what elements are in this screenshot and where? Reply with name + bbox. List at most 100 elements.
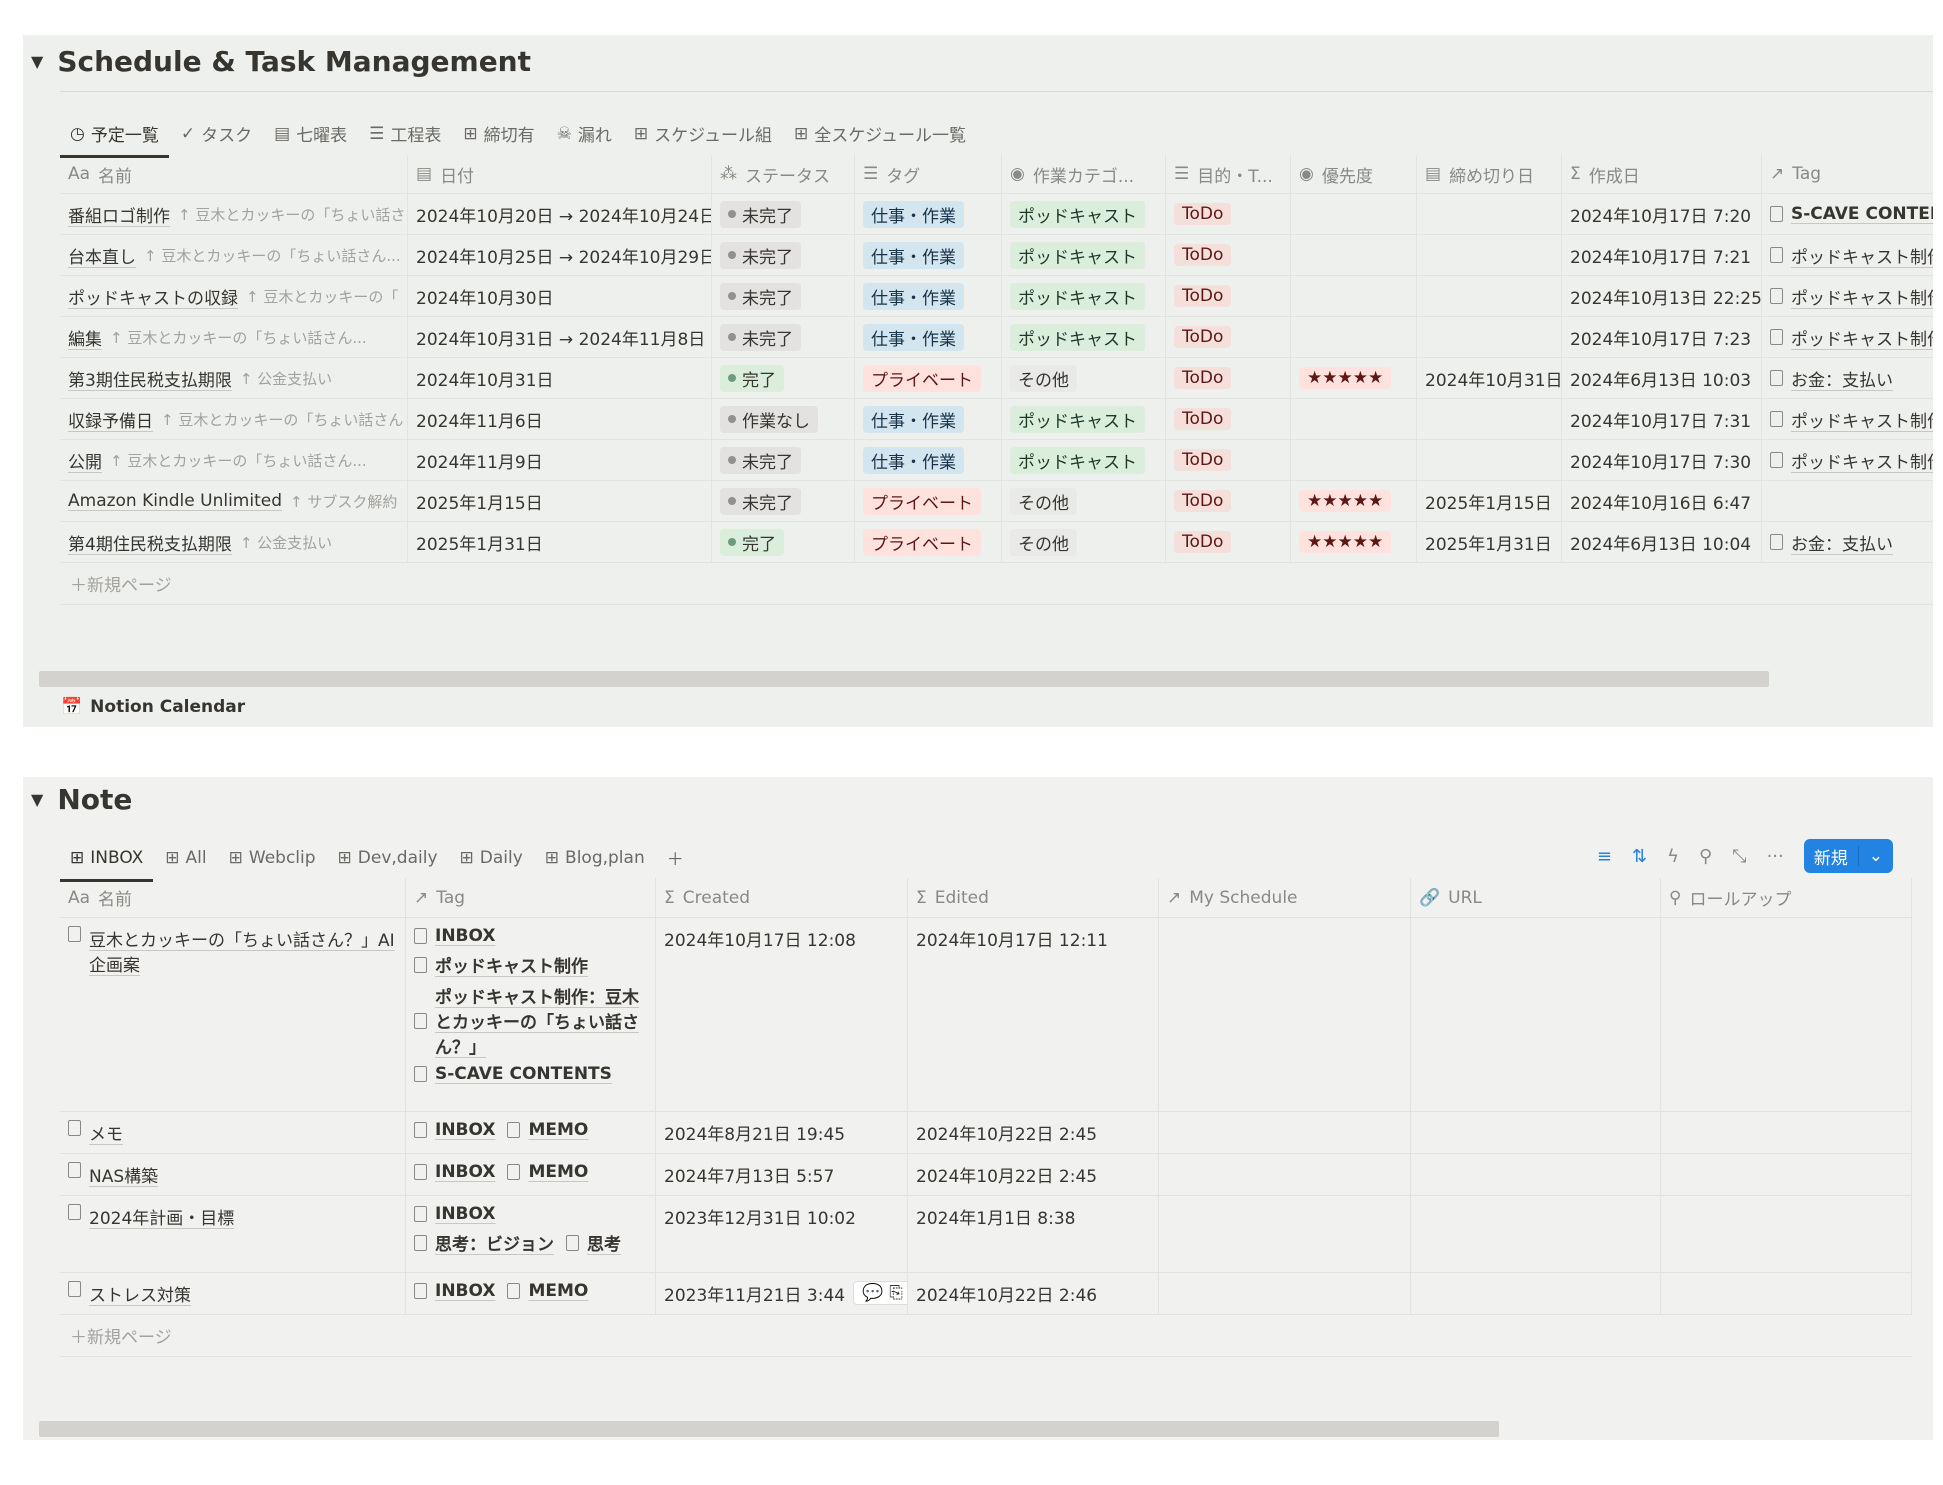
section-title[interactable]: ▼ Schedule & Task Management xyxy=(31,45,531,78)
status-badge[interactable]: 完了 xyxy=(720,364,784,392)
filter-icon[interactable]: ≡ xyxy=(1596,845,1613,867)
parent-item[interactable]: ↑ 豆木とカッキーの「ちょい話さん xyxy=(161,410,404,429)
purpose-badge[interactable]: ToDo xyxy=(1174,244,1232,266)
column-header[interactable]: ↗ Tag xyxy=(406,878,656,917)
automation-bolt-icon[interactable]: ϟ xyxy=(1667,845,1679,867)
category-badge[interactable]: ポッドキャスト xyxy=(1010,405,1145,433)
sort-icon[interactable]: ⇅ xyxy=(1632,845,1648,867)
column-header[interactable]: ⁂ ステータス xyxy=(712,155,855,193)
relation-link[interactable]: ポッドキャスト制作 xyxy=(1791,288,1933,309)
table-row[interactable]: ポッドキャストの収録 ↑ 豆木とカッキーの「 2024年10月30日 未完了 仕事・作業… xyxy=(60,276,1933,317)
section-title[interactable]: ▼ Note xyxy=(31,783,132,816)
search-icon[interactable]: ⚲ xyxy=(1698,845,1713,867)
relation-link[interactable]: お金：支払い xyxy=(1791,534,1893,555)
tab-Dev,daily[interactable]: ⊞ Dev,daily xyxy=(336,839,440,876)
column-header[interactable]: ▤ 締め切り日 xyxy=(1417,155,1562,193)
column-header[interactable]: ☰ 目的・T... xyxy=(1166,155,1291,193)
priority-stars[interactable]: ★★★★★ xyxy=(1299,531,1392,553)
table-row[interactable]: ストレス対策 INBOX MEMO 2023年11月21日 3:44 💬 ⎘ 2024年10… xyxy=(60,1273,1912,1315)
purpose-badge[interactable]: ToDo xyxy=(1174,203,1232,225)
new-page-button[interactable]: ＋ 新規ページ xyxy=(60,563,1933,605)
row-title[interactable]: NAS構築 xyxy=(89,1167,159,1187)
purpose-badge[interactable]: ToDo xyxy=(1174,367,1232,389)
table-row[interactable]: メモ INBOX MEMO 2024年8月21日 19:45 2024年10月22日 2… xyxy=(60,1112,1912,1154)
table-row[interactable]: 編集 ↑ 豆木とカッキーの「ちょい話さん... 2024年10月31日 → 2024… xyxy=(60,317,1933,358)
tab-Blog,plan[interactable]: ⊞ Blog,plan xyxy=(543,839,647,876)
tag-link[interactable]: MEMO xyxy=(507,1162,588,1182)
table-row[interactable]: Amazon Kindle Unlimited ↑ サブスク解約 2025年1月15… xyxy=(60,481,1933,522)
tag-link[interactable]: MEMO xyxy=(507,1120,588,1140)
column-header[interactable]: Aa 名前 xyxy=(60,155,408,193)
column-header[interactable]: Σ 作成日 xyxy=(1562,155,1762,193)
tab-Daily[interactable]: ⊞ Daily xyxy=(458,839,525,876)
column-header[interactable]: ◉ 優先度 xyxy=(1291,155,1417,193)
parent-item[interactable]: ↑ 豆木とカッキーの「ちょい話さ xyxy=(178,205,406,224)
relation-link[interactable]: S-CAVE CONTENTS xyxy=(1791,204,1933,224)
category-badge[interactable]: ポッドキャスト xyxy=(1010,200,1145,228)
priority-stars[interactable]: ★★★★★ xyxy=(1299,490,1392,512)
tag-link[interactable]: INBOX xyxy=(414,1120,495,1140)
tab-2[interactable]: ▤ 七曜表 xyxy=(272,115,349,152)
parent-item[interactable]: ↑ 豆木とカッキーの「ちょい話さん... xyxy=(110,451,367,470)
collapse-triangle-icon[interactable]: ▼ xyxy=(31,52,44,71)
tab-INBOX[interactable]: ⊞ INBOX xyxy=(59,839,154,882)
tag-badge[interactable]: 仕事・作業 xyxy=(863,323,964,351)
column-header[interactable]: Σ Edited xyxy=(908,878,1159,917)
tag-badge[interactable]: プライベート xyxy=(863,487,981,515)
category-badge[interactable]: ポッドキャスト xyxy=(1010,446,1145,474)
notion-calendar-link[interactable]: 📅 Notion Calendar xyxy=(61,697,245,717)
tag-link[interactable]: INBOX xyxy=(414,1281,495,1301)
new-button-label[interactable]: 新規 xyxy=(1813,848,1848,869)
status-badge[interactable]: 未完了 xyxy=(720,241,801,269)
relation-link[interactable]: ポッドキャスト制作 xyxy=(1791,452,1933,473)
column-header[interactable]: 🔗 URL xyxy=(1411,878,1661,917)
tab-3[interactable]: ☰ 工程表 xyxy=(367,115,443,152)
tab-Webclip[interactable]: ⊞ Webclip xyxy=(227,839,318,876)
row-title[interactable]: 第3期住民税支払期限 xyxy=(68,370,232,391)
category-badge[interactable]: その他 xyxy=(1010,528,1077,556)
tag-badge[interactable]: 仕事・作業 xyxy=(863,282,964,310)
row-title[interactable]: メモ xyxy=(89,1125,123,1145)
row-title[interactable]: 番組ロゴ制作 xyxy=(68,206,170,227)
tag-link[interactable]: INBOX xyxy=(414,926,495,946)
copy-icon[interactable]: ⎘ xyxy=(889,1283,903,1303)
chevron-down-icon[interactable]: ⌄ xyxy=(1857,846,1893,866)
tag-badge[interactable]: プライベート xyxy=(863,364,981,392)
more-icon[interactable]: ··· xyxy=(1766,845,1784,867)
purpose-badge[interactable]: ToDo xyxy=(1174,531,1232,553)
tag-badge[interactable]: 仕事・作業 xyxy=(863,241,964,269)
tab-7[interactable]: ⊞ 全スケジュール一覧 xyxy=(792,115,968,152)
table-row[interactable]: 2024年計画・目標 INBOX 思考：ビジョン 思考 2023年12月31日 10:0… xyxy=(60,1196,1912,1273)
tag-link[interactable]: 思考 xyxy=(566,1230,621,1255)
purpose-badge[interactable]: ToDo xyxy=(1174,449,1232,471)
tab-4[interactable]: ⊞ 締切有 xyxy=(461,115,536,152)
category-badge[interactable]: その他 xyxy=(1010,364,1077,392)
parent-item[interactable]: ↑ 公金支払い xyxy=(239,369,333,388)
row-title[interactable]: ポッドキャストの収録 xyxy=(68,288,238,309)
table-row[interactable]: 豆木とカッキーの「ちょい話さん？」AI企画案 INBOX ポッドキャスト制作 ポッドキ… xyxy=(60,918,1912,1112)
row-title[interactable]: 第4期住民税支払期限 xyxy=(68,534,232,555)
column-header[interactable]: ◉ 作業カテゴ... xyxy=(1002,155,1166,193)
status-badge[interactable]: 未完了 xyxy=(720,282,801,310)
new-page-button[interactable]: ＋ 新規ページ xyxy=(60,1315,1912,1357)
category-badge[interactable]: その他 xyxy=(1010,487,1077,515)
collapse-triangle-icon[interactable]: ▼ xyxy=(31,790,44,809)
row-title[interactable]: 2024年計画・目標 xyxy=(89,1209,235,1229)
status-badge[interactable]: 未完了 xyxy=(720,323,801,351)
tag-link[interactable]: S-CAVE CONTENTS xyxy=(414,1064,612,1084)
tab-1[interactable]: ✓ タスク xyxy=(179,115,254,152)
column-header[interactable]: ☰ タグ xyxy=(855,155,1002,193)
tag-link[interactable]: ポッドキャスト制作 xyxy=(414,952,588,977)
purpose-badge[interactable]: ToDo xyxy=(1174,326,1232,348)
table-row[interactable]: 公開 ↑ 豆木とカッキーの「ちょい話さん... 2024年11月9日 未完了 仕事・作業… xyxy=(60,440,1933,481)
status-badge[interactable]: 未完了 xyxy=(720,487,801,515)
relation-link[interactable]: お金：支払い xyxy=(1791,370,1893,391)
tag-link[interactable]: INBOX xyxy=(414,1162,495,1182)
tag-badge[interactable]: 仕事・作業 xyxy=(863,446,964,474)
comment-icon[interactable]: 💬 xyxy=(862,1283,884,1303)
tag-link[interactable]: 思考：ビジョン xyxy=(414,1230,554,1255)
status-badge[interactable]: 作業なし xyxy=(720,405,818,433)
column-header[interactable]: ▤ 日付 xyxy=(408,155,712,193)
horizontal-scrollbar[interactable] xyxy=(39,1421,1499,1437)
status-badge[interactable]: 未完了 xyxy=(720,446,801,474)
